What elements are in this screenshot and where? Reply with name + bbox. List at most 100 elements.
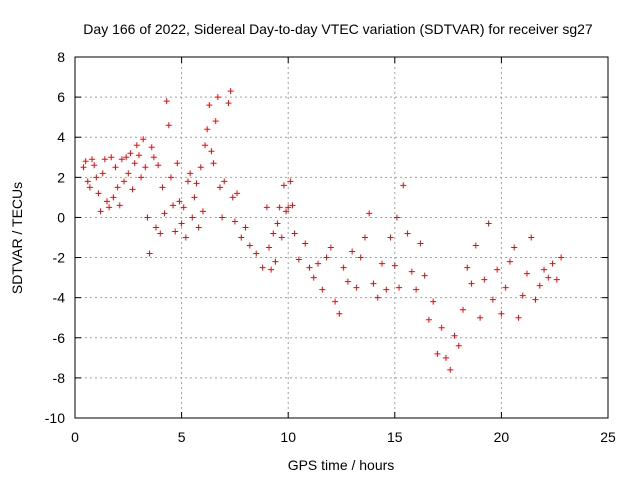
data-point <box>323 254 330 261</box>
data-point <box>121 178 128 185</box>
y-tick-label: 4 <box>57 129 65 145</box>
data-point <box>344 278 351 285</box>
data-point <box>447 366 454 373</box>
data-point <box>172 228 179 235</box>
data-point <box>391 262 398 269</box>
data-point <box>180 204 187 211</box>
data-point <box>174 160 181 167</box>
data-point <box>442 354 449 361</box>
data-point <box>135 152 142 159</box>
data-point <box>404 230 411 237</box>
data-point <box>131 160 138 167</box>
data-point <box>204 126 211 133</box>
data-point <box>214 94 221 101</box>
data-point <box>353 284 360 291</box>
data-point <box>80 164 87 171</box>
data-point <box>127 150 134 157</box>
data-point <box>283 208 290 215</box>
data-point <box>549 260 556 267</box>
data-point <box>278 234 285 241</box>
data-point <box>101 156 108 163</box>
data-point <box>268 266 275 273</box>
data-point <box>340 264 347 271</box>
data-point <box>93 174 100 181</box>
data-point <box>464 264 471 271</box>
plot-frame <box>74 56 609 419</box>
data-point <box>361 234 368 241</box>
data-point <box>210 160 217 167</box>
data-point <box>438 324 445 331</box>
data-point <box>231 218 238 225</box>
data-point <box>489 296 496 303</box>
data-point <box>387 234 394 241</box>
y-tick-label: -8 <box>53 370 66 386</box>
axis-ticks: 0 5 10 15 20 25 -10 -8 -6 -4 -2 0 2 4 6 8 <box>45 49 616 445</box>
data-point <box>225 100 232 107</box>
data-point <box>118 156 125 163</box>
data-point <box>103 198 110 205</box>
data-point <box>229 194 236 201</box>
data-point <box>142 164 149 171</box>
data-point <box>202 142 209 149</box>
chart-title: Day 166 of 2022, Sidereal Day-to-day VTE… <box>83 21 593 37</box>
data-point <box>193 180 200 187</box>
data-point <box>108 154 115 161</box>
data-point <box>408 268 415 275</box>
data-point <box>170 202 177 209</box>
data-point <box>129 186 136 193</box>
x-tick-label: 15 <box>387 429 403 445</box>
data-point <box>187 170 194 177</box>
data-point <box>197 164 204 171</box>
data-point <box>274 220 281 227</box>
data-point <box>195 224 202 231</box>
data-point <box>515 314 522 321</box>
data-point <box>146 250 153 257</box>
data-point <box>216 184 223 191</box>
data-point <box>161 210 168 217</box>
y-tick-label: 0 <box>57 209 65 225</box>
data-point <box>519 292 526 299</box>
data-point <box>541 266 548 273</box>
x-tick-label: 10 <box>280 429 296 445</box>
data-point <box>327 244 334 251</box>
data-point <box>182 234 189 241</box>
data-point <box>485 220 492 227</box>
data-point <box>191 194 198 201</box>
data-point <box>227 88 234 95</box>
data-point <box>336 310 343 317</box>
data-point <box>511 244 518 251</box>
data-point <box>289 202 296 209</box>
data-point <box>502 284 509 291</box>
data-point <box>165 122 172 129</box>
data-point <box>150 154 157 161</box>
data-point <box>393 214 400 221</box>
data-point <box>125 170 132 177</box>
data-point <box>163 98 170 105</box>
data-point <box>178 220 185 227</box>
data-point <box>116 202 123 209</box>
data-point <box>159 184 166 191</box>
data-point <box>498 310 505 317</box>
data-point <box>140 136 147 143</box>
data-point <box>208 148 215 155</box>
data-point <box>99 170 106 177</box>
x-tick-label: 25 <box>600 429 616 445</box>
y-tick-label: 8 <box>57 49 65 65</box>
y-tick-label: -6 <box>53 330 66 346</box>
data-point <box>332 298 339 305</box>
data-point <box>370 280 377 287</box>
data-point <box>206 102 213 109</box>
data-point <box>349 248 356 255</box>
y-axis-label: SDTVAR / TECUs <box>9 182 25 294</box>
data-point <box>148 144 155 151</box>
data-point <box>219 214 226 221</box>
x-tick-label: 20 <box>494 429 510 445</box>
data-point <box>153 224 160 231</box>
data-point <box>110 194 117 201</box>
data-point <box>114 184 121 191</box>
data-point <box>95 190 102 197</box>
data-point <box>357 254 364 261</box>
data-point <box>266 244 273 251</box>
data-point <box>417 240 424 247</box>
